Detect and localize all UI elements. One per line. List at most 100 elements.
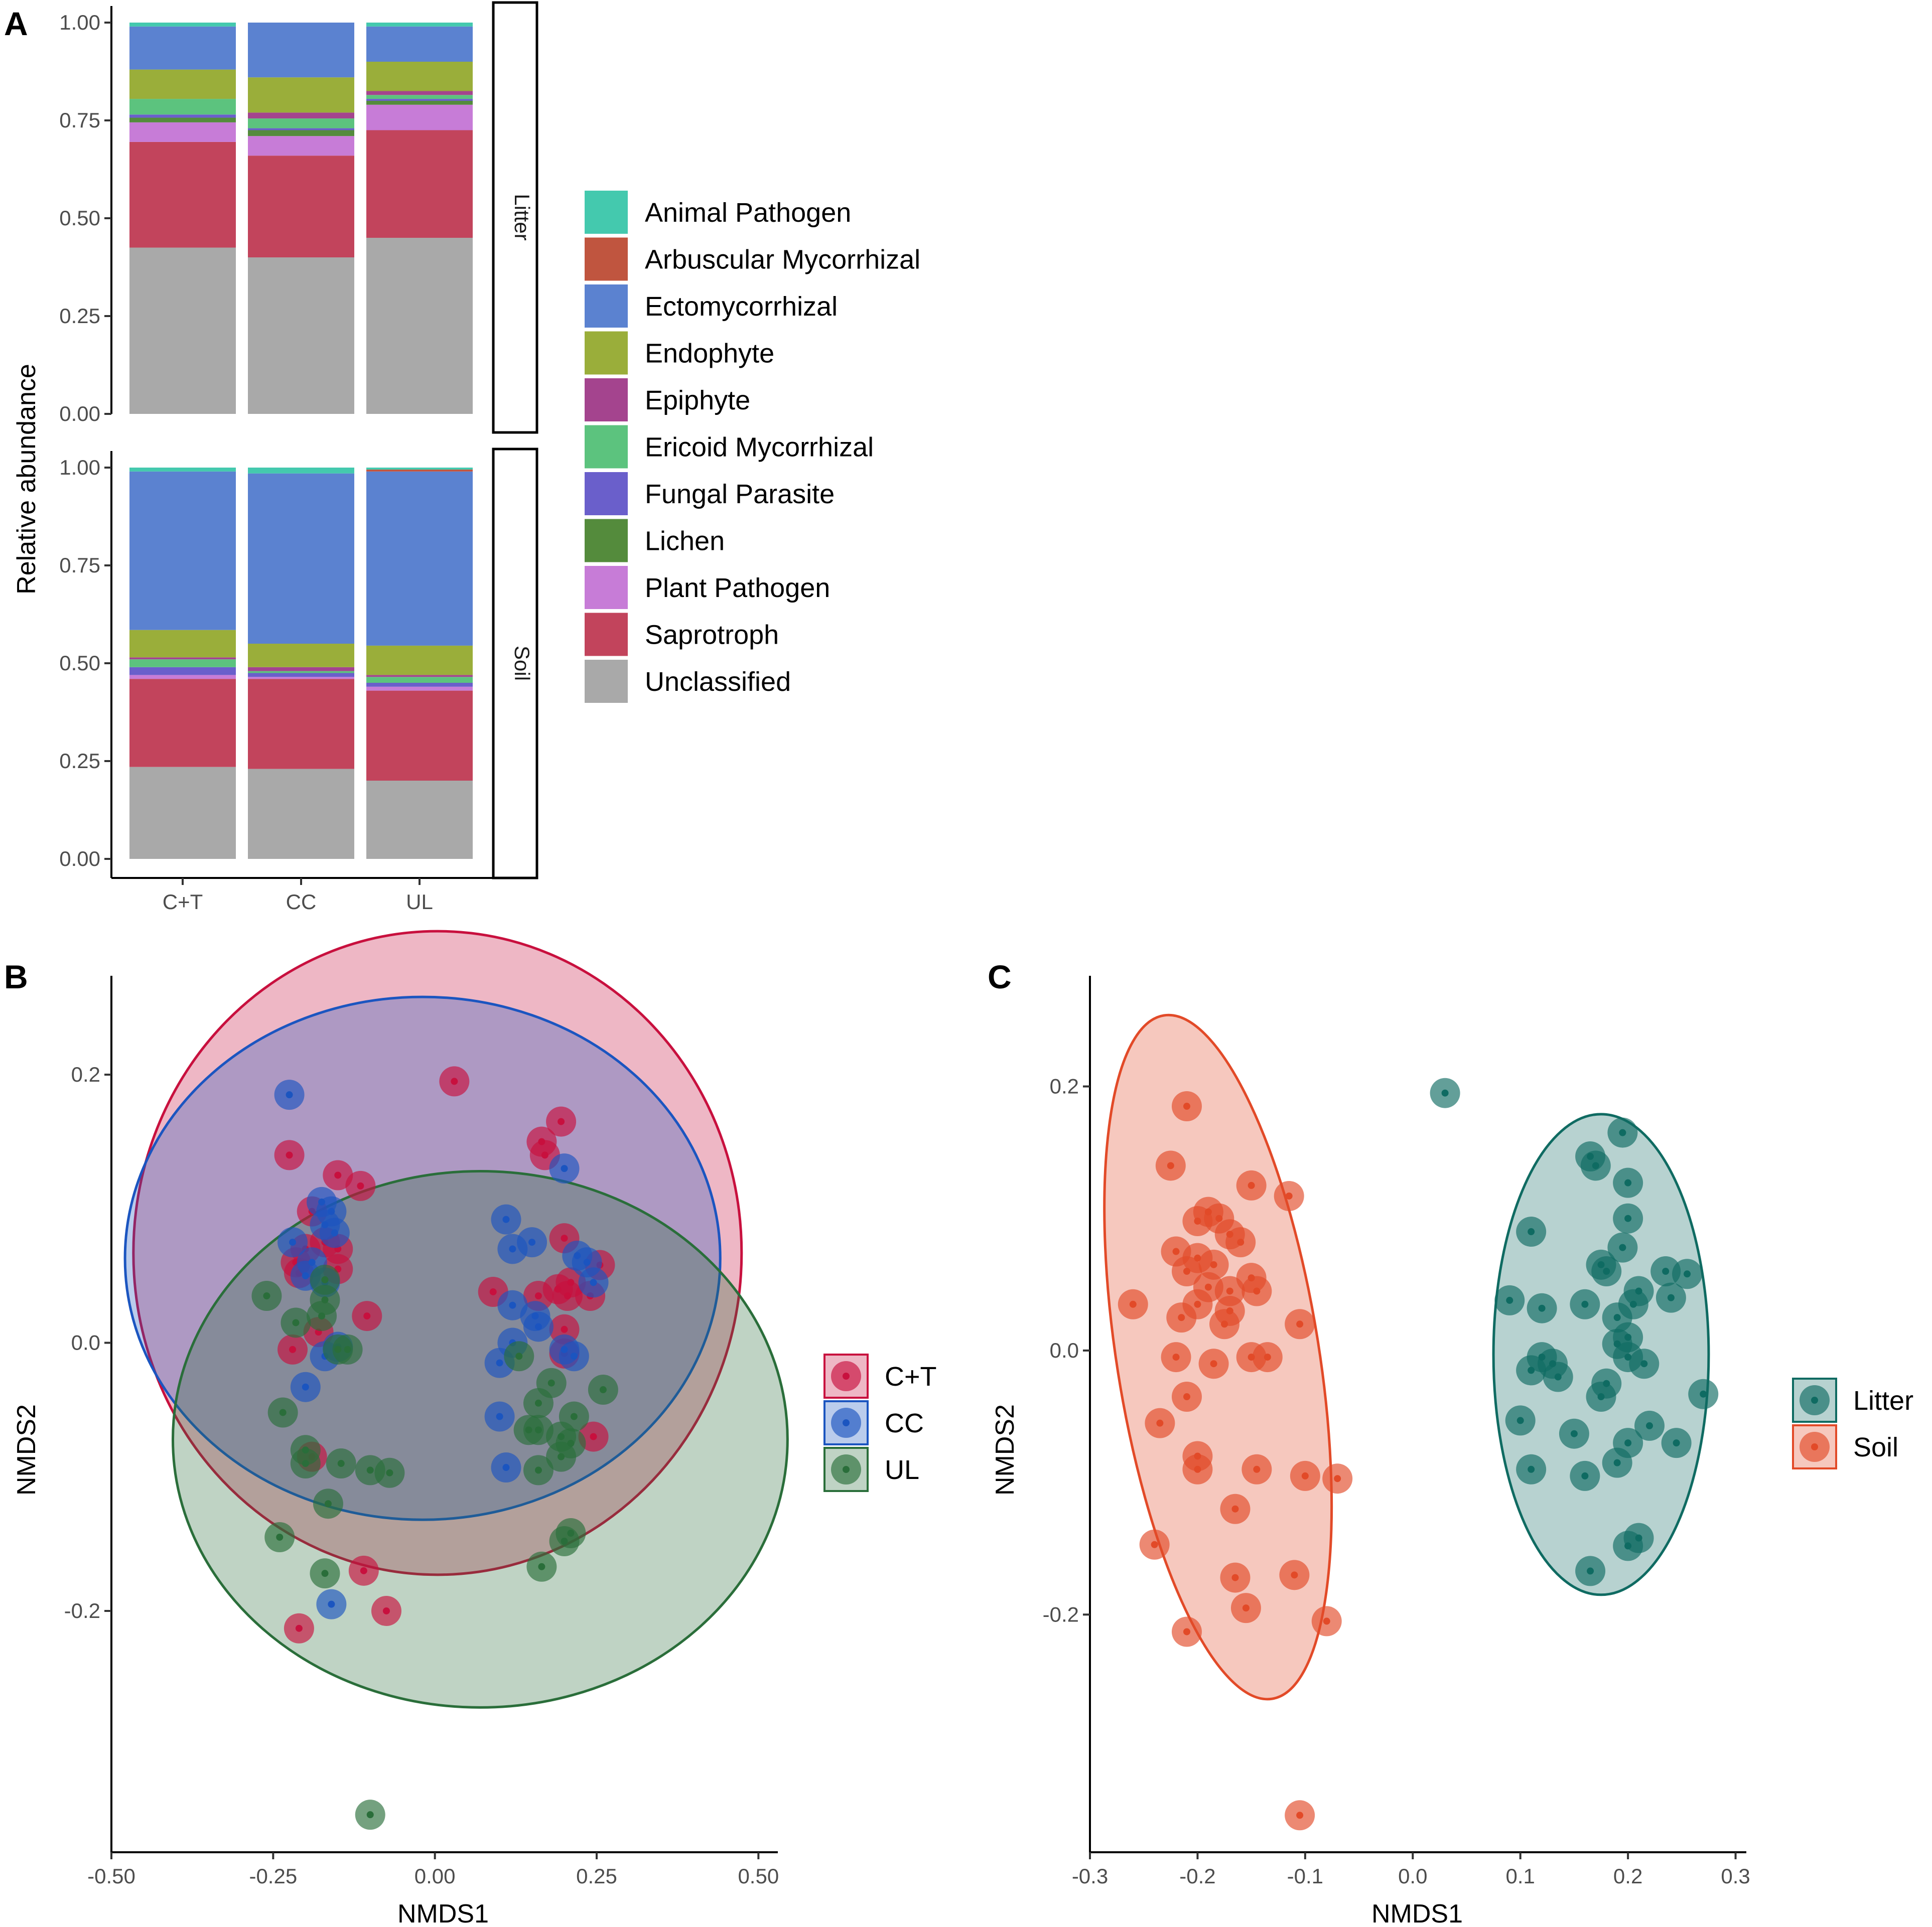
y-tick-label-litter-0: 0.00	[59, 402, 100, 425]
bar-segment-litter-c-t-ectomycorrhizal	[129, 26, 236, 70]
facet-label-soil: Soil	[510, 646, 534, 681]
point-center-c-t-29	[295, 1624, 303, 1632]
point-center-soil-8	[1237, 1239, 1245, 1246]
point-center-soil-31	[1334, 1475, 1341, 1483]
point-center-c-t-16	[534, 1292, 542, 1299]
point-center-c-t-6	[541, 1151, 548, 1159]
confidence-ellipse-ul	[171, 1169, 789, 1709]
point-center-litter-6	[1528, 1228, 1535, 1236]
point-center-litter-18	[1613, 1314, 1621, 1321]
point-center-cc-19	[570, 1353, 578, 1360]
panel-b-y-axis-title: NMDS2	[12, 1404, 41, 1496]
point-center-cc-0	[286, 1091, 293, 1099]
point-center-soil-21	[1221, 1320, 1228, 1328]
point-center-litter-36	[1581, 1472, 1589, 1479]
y-tick-label-0: -0.2	[1043, 1602, 1079, 1626]
point-center-soil-32	[1231, 1505, 1239, 1513]
panel-a-facet-strips: Litter Soil	[492, 1, 538, 879]
point-center-cc-9	[528, 1239, 536, 1246]
legend-label-ul: UL	[885, 1455, 919, 1485]
point-center-cc-26	[328, 1600, 335, 1608]
point-center-cc-28	[308, 1259, 316, 1266]
legend-key-unclassified	[585, 660, 628, 703]
y-tick-label-soil-0: 0.00	[59, 847, 100, 870]
point-center-c-t-2	[286, 1151, 293, 1159]
bar-segment-soil-ul-ericoid-mycorrhizal	[366, 677, 473, 683]
legend-label-lichen: Lichen	[645, 526, 725, 556]
point-center-ul-28	[538, 1563, 545, 1570]
panel-tag-a: A	[4, 5, 28, 42]
point-center-ul-0	[366, 1811, 374, 1819]
legend-key-epiphyte	[585, 378, 628, 421]
point-center-soil-41	[1210, 1261, 1217, 1268]
legend-key-fungal-parasite	[585, 472, 628, 515]
point-center-soil-9	[1172, 1248, 1180, 1255]
legend-label-saprotroph: Saprotroph	[645, 620, 779, 650]
legend-label-plant-pathogen: Plant Pathogen	[645, 573, 830, 603]
bar-segment-soil-c-t-endophyte	[129, 630, 236, 658]
point-center-soil-39	[1296, 1812, 1304, 1819]
bar-segment-soil-cc-saprotroph	[248, 679, 354, 769]
bar-segment-soil-cc-epiphyte	[248, 667, 354, 671]
legend-label-c-t: C+T	[885, 1362, 937, 1392]
point-center-litter-5	[1624, 1215, 1632, 1222]
point-center-soil-36	[1242, 1604, 1250, 1612]
legend-point-center-soil	[1811, 1443, 1818, 1450]
point-center-litter-34	[1613, 1459, 1621, 1466]
point-center-c-t-20	[363, 1312, 371, 1320]
y-tick-label-litter-1: 0.25	[59, 304, 100, 328]
point-center-ul-10	[599, 1386, 607, 1394]
bar-segment-litter-c-t-endophyte	[129, 69, 236, 99]
point-center-ul-5	[321, 1296, 329, 1304]
y-tick-label-1: 0.0	[1050, 1339, 1079, 1362]
point-center-litter-31	[1646, 1422, 1653, 1429]
bar-segment-litter-c-t-saprotroph	[129, 141, 236, 248]
point-center-soil-24	[1210, 1360, 1217, 1368]
legend-point-center-litter	[1811, 1397, 1818, 1404]
y-tick-label-litter-4: 1.00	[59, 11, 100, 34]
point-center-soil-33	[1151, 1541, 1158, 1548]
bar-segment-litter-ul-ectomycorrhizal	[366, 26, 473, 62]
point-center-litter-0	[1441, 1089, 1449, 1097]
point-center-c-t-4	[357, 1182, 364, 1190]
point-center-c-t-28	[382, 1607, 390, 1614]
bar-segment-soil-ul-plant-pathogen	[366, 686, 473, 691]
point-center-soil-5	[1215, 1215, 1223, 1222]
point-center-litter-3	[1592, 1162, 1599, 1169]
bar-segment-soil-cc-unclassified	[248, 769, 354, 859]
facet-strip-soil	[492, 448, 538, 879]
panel-b-x-axis-title: NMDS1	[397, 1899, 489, 1927]
confidence-ellipse-litter	[1492, 1113, 1710, 1596]
point-center-c-t-17	[489, 1288, 497, 1295]
point-center-ul-17	[525, 1426, 532, 1434]
legend-key-plant-pathogen	[585, 566, 628, 609]
point-center-soil-20	[1296, 1320, 1304, 1328]
point-center-cc-5	[331, 1229, 338, 1237]
bar-segment-litter-cc-endophyte	[248, 77, 354, 113]
y-tick-label-0: -0.2	[64, 1599, 100, 1622]
point-center-soil-38	[1323, 1617, 1330, 1625]
panel-tag-b: B	[4, 958, 28, 995]
point-center-litter-35	[1528, 1465, 1535, 1473]
point-center-ul-22	[337, 1460, 345, 1467]
bar-segment-soil-cc-ectomycorrhizal	[248, 473, 354, 644]
bar-segment-litter-ul-plant-pathogen	[366, 104, 473, 130]
bar-segment-litter-c-t-ericoid-mycorrhizal	[129, 99, 236, 115]
bar-segment-soil-ul-arbuscular-mycorrhizal	[366, 469, 473, 472]
legend-label-soil: Soil	[1853, 1432, 1898, 1462]
bar-segment-litter-cc-fungal-parasite	[248, 128, 354, 130]
legend-key-animal-pathogen	[585, 191, 628, 234]
point-center-litter-29	[1516, 1417, 1524, 1424]
point-center-litter-14	[1581, 1300, 1589, 1308]
legend-label-unclassified: Unclassified	[645, 667, 791, 697]
panel-a-legend: Animal Pathogen Arbuscular Mycorrhizal Ect…	[585, 191, 920, 703]
point-center-cc-8	[289, 1239, 297, 1246]
point-center-soil-25	[1183, 1393, 1190, 1401]
point-center-soil-28	[1194, 1465, 1201, 1473]
legend-label-epiphyte: Epiphyte	[645, 385, 750, 415]
point-center-soil-37	[1183, 1628, 1190, 1636]
point-center-cc-12	[590, 1279, 597, 1286]
point-center-ul-13	[570, 1413, 578, 1420]
legend-label-animal-pathogen: Animal Pathogen	[645, 198, 851, 228]
